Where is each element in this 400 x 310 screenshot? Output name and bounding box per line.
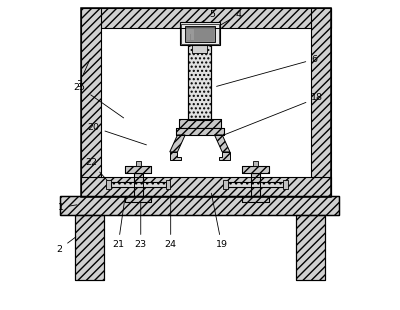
Bar xyxy=(192,45,207,53)
Bar xyxy=(179,119,221,128)
Bar xyxy=(136,161,141,166)
Bar xyxy=(81,8,101,197)
Text: 20: 20 xyxy=(88,123,146,145)
Bar xyxy=(184,26,216,42)
Text: 21: 21 xyxy=(112,198,125,249)
Bar xyxy=(228,182,283,187)
Bar xyxy=(81,177,331,197)
Bar xyxy=(182,24,218,44)
Bar xyxy=(283,180,288,189)
Bar xyxy=(81,8,331,197)
Bar xyxy=(125,166,151,173)
Text: 22: 22 xyxy=(85,158,110,184)
Bar xyxy=(188,45,212,120)
Text: 3: 3 xyxy=(76,59,90,89)
Bar xyxy=(191,29,194,40)
Bar xyxy=(106,180,110,189)
Bar xyxy=(134,173,142,196)
Bar xyxy=(134,173,142,196)
Bar xyxy=(75,215,104,280)
Bar xyxy=(186,28,214,41)
Bar xyxy=(296,215,325,280)
Bar xyxy=(242,166,269,173)
Bar xyxy=(125,196,151,202)
Bar xyxy=(188,45,212,120)
Bar xyxy=(125,196,151,202)
Bar xyxy=(166,180,170,189)
Bar xyxy=(242,166,269,173)
Text: 2: 2 xyxy=(56,237,76,254)
Text: 5: 5 xyxy=(190,10,215,30)
Bar xyxy=(110,182,166,187)
Text: 19: 19 xyxy=(211,193,228,249)
Bar xyxy=(187,29,190,40)
Text: 6: 6 xyxy=(216,55,317,86)
Bar xyxy=(176,127,224,135)
Bar xyxy=(125,166,151,173)
Bar xyxy=(251,173,260,196)
Text: 25: 25 xyxy=(74,82,124,118)
Bar xyxy=(311,8,331,197)
Text: 23: 23 xyxy=(135,199,147,249)
Bar xyxy=(176,127,224,135)
Bar xyxy=(224,180,228,189)
Bar xyxy=(81,8,331,29)
Bar xyxy=(179,119,221,128)
Text: 1: 1 xyxy=(58,203,77,212)
Text: 18: 18 xyxy=(223,93,323,135)
Text: 24: 24 xyxy=(165,195,177,249)
Bar xyxy=(187,29,194,34)
Polygon shape xyxy=(214,135,230,152)
Polygon shape xyxy=(170,152,180,160)
Bar xyxy=(101,29,311,177)
Bar xyxy=(228,182,283,187)
Bar xyxy=(253,161,258,166)
Bar xyxy=(60,196,339,215)
Bar xyxy=(296,215,325,280)
Text: 4: 4 xyxy=(212,10,242,30)
Bar xyxy=(75,215,104,280)
Bar xyxy=(251,173,260,196)
Polygon shape xyxy=(170,135,185,152)
Bar xyxy=(60,196,339,215)
Bar xyxy=(101,29,311,177)
Polygon shape xyxy=(219,152,230,160)
Bar xyxy=(242,196,269,202)
Bar xyxy=(242,196,269,202)
Bar xyxy=(110,182,166,187)
Bar xyxy=(180,22,220,46)
